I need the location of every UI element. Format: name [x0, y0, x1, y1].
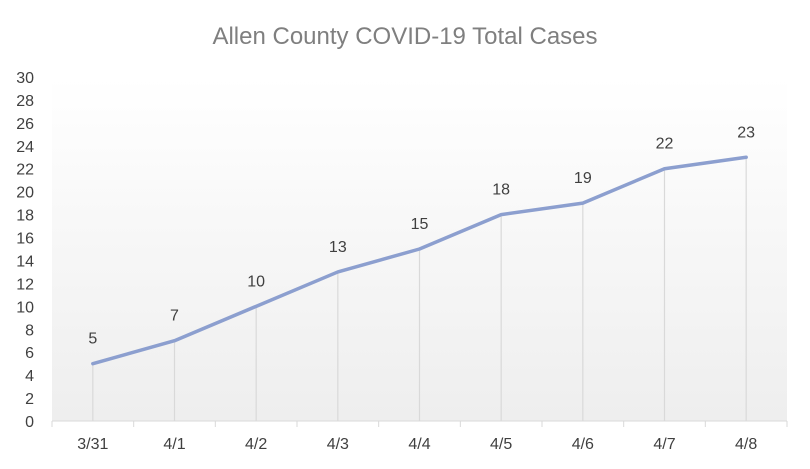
data-label: 5 — [88, 331, 97, 348]
y-tick-label: 12 — [16, 276, 34, 293]
x-tick-label: 4/3 — [327, 436, 349, 453]
data-label: 23 — [737, 124, 755, 141]
series-line — [91, 155, 748, 366]
x-tick-label: 4/7 — [653, 436, 675, 453]
data-label: 13 — [329, 239, 347, 256]
data-label: 15 — [411, 216, 429, 233]
x-tick-label: 4/5 — [490, 436, 512, 453]
x-tick-label: 4/1 — [163, 436, 185, 453]
y-tick-label: 2 — [25, 391, 34, 408]
x-tick-label: 4/4 — [408, 436, 430, 453]
y-tick-label: 22 — [16, 162, 34, 179]
data-label: 7 — [170, 308, 179, 325]
x-tick-label: 3/31 — [77, 436, 108, 453]
y-tick-label: 6 — [25, 345, 34, 362]
y-tick-label: 24 — [16, 139, 34, 156]
data-labels: 5 7 10 13 15 18 19 22 23 — [88, 124, 755, 347]
chart-title: Allen County COVID-19 Total Cases — [212, 23, 597, 50]
y-tick-label: 4 — [25, 368, 34, 385]
y-tick-label: 10 — [16, 299, 34, 316]
y-tick-label: 26 — [16, 116, 34, 133]
data-label: 18 — [492, 182, 510, 199]
y-tick-label: 18 — [16, 208, 34, 225]
y-tick-label: 14 — [16, 253, 34, 270]
x-tick-label: 4/6 — [572, 436, 594, 453]
y-tick-label: 30 — [16, 70, 34, 87]
drop-lines — [92, 157, 747, 421]
data-label: 10 — [247, 273, 265, 290]
data-label: 19 — [574, 170, 592, 187]
x-axis: 3/31 4/1 4/2 4/3 4/4 4/5 4/6 4/7 4/8 — [51, 420, 788, 453]
y-tick-label: 16 — [16, 231, 34, 248]
y-tick-label: 28 — [16, 93, 34, 110]
x-tick-label: 4/2 — [245, 436, 267, 453]
y-tick-label: 20 — [16, 185, 34, 202]
data-label: 22 — [656, 136, 674, 153]
y-tick-label: 8 — [25, 322, 34, 339]
x-tick-label: 4/8 — [735, 436, 757, 453]
y-tick-label: 0 — [25, 414, 34, 431]
